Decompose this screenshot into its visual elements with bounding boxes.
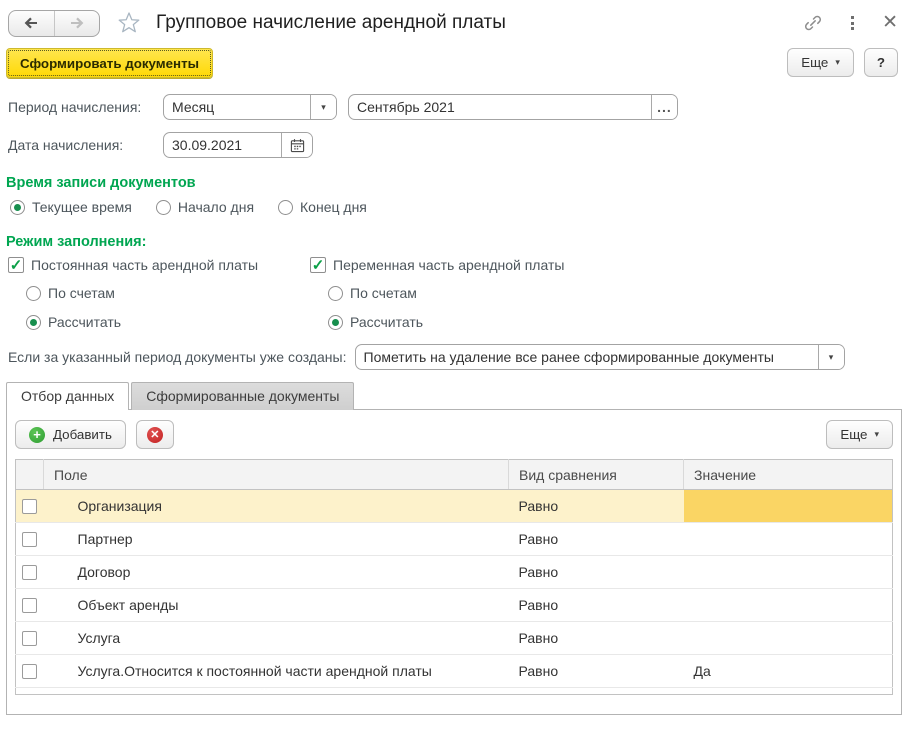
back-arrow-icon (23, 16, 39, 30)
more-button-top[interactable]: Еще ▾ (787, 48, 854, 77)
column-header-comparison: Вид сравнения (508, 459, 684, 490)
close-icon[interactable]: ✕ (882, 12, 898, 33)
link-icon[interactable] (803, 13, 823, 33)
existing-docs-combobox[interactable]: Пометить на удаление все ранее сформиров… (354, 344, 845, 370)
accrual-date-label: Дата начисления: (8, 137, 124, 153)
filter-toolbar: + Добавить ✕ Еще ▾ (7, 410, 901, 449)
command-bar: Сформировать документы Еще ▾ ? (0, 38, 908, 78)
table-row[interactable]: Договор Равно (15, 555, 893, 589)
checkbox-fixed-part[interactable] (8, 257, 24, 273)
table-row[interactable]: Объект аренды Равно (15, 588, 893, 622)
row-checkbox[interactable] (22, 499, 38, 515)
kebab-menu-icon[interactable] (847, 14, 858, 32)
period-row: Период начисления: Месяц ▾ Сентябрь 2021… (8, 94, 908, 120)
period-type-combobox[interactable]: Месяц ▾ (163, 94, 337, 120)
existing-docs-row: Если за указанный период документы уже с… (8, 344, 908, 370)
existing-docs-label: Если за указанный период документы уже с… (8, 349, 347, 365)
nav-history-group (8, 9, 100, 37)
chevron-down-icon: ▾ (828, 351, 834, 362)
column-header-value: Значение (683, 459, 893, 490)
value-cell-selected[interactable] (683, 489, 893, 523)
radio-variable-by-invoices[interactable] (328, 285, 343, 301)
variable-part-checkbox-row: Переменная часть арендной платы (310, 257, 564, 273)
radio-fixed-by-invoices[interactable] (26, 285, 41, 301)
help-button[interactable]: ? (863, 48, 898, 77)
back-button[interactable] (9, 11, 54, 36)
plus-icon: + (29, 426, 45, 443)
row-checkbox[interactable] (22, 631, 38, 647)
more-button-table[interactable]: Еще ▾ (826, 420, 893, 449)
favorite-star-icon[interactable] (116, 10, 142, 36)
table-footer-strip (15, 687, 893, 695)
table-header-row: Поле Вид сравнения Значение (15, 459, 893, 490)
fill-section-title: Режим заполнения: (6, 234, 147, 250)
row-checkbox[interactable] (22, 598, 38, 614)
radio-day-start[interactable] (155, 199, 171, 215)
page-title: Групповое начисление арендной платы (156, 12, 506, 33)
radio-variable-calculate[interactable] (328, 314, 343, 330)
generate-documents-button[interactable]: Сформировать документы (6, 48, 213, 78)
column-header-field: Поле (43, 459, 509, 490)
tab-data-filter[interactable]: Отбор данных (6, 382, 130, 410)
period-picker-button[interactable]: ... (651, 95, 677, 119)
tab-generated-documents[interactable]: Сформированные документы (131, 382, 355, 410)
variable-part-group: Переменная часть арендной платы По счета… (308, 257, 564, 330)
filter-panel: + Добавить ✕ Еще ▾ Поле Вид сравнения Зн… (6, 409, 902, 715)
checkbox-variable-part[interactable] (310, 257, 326, 273)
period-type-dropdown-button[interactable]: ▾ (310, 95, 336, 119)
fixed-calculate-row: Рассчитать (26, 314, 308, 330)
forward-arrow-icon (69, 16, 85, 30)
radio-fixed-calculate[interactable] (26, 314, 41, 330)
time-section-title: Время записи документов (6, 175, 196, 191)
variable-calculate-row: Рассчитать (328, 314, 564, 330)
table-row[interactable]: Партнер Равно (15, 522, 893, 556)
existing-docs-dropdown-button[interactable]: ▾ (817, 345, 844, 369)
calendar-button[interactable] (281, 133, 312, 157)
add-button[interactable]: + Добавить (15, 420, 126, 449)
fixed-part-group: Постоянная часть арендной платы По счета… (6, 257, 308, 330)
radio-day-end[interactable] (278, 199, 294, 215)
filter-table: Поле Вид сравнения Значение Организация … (15, 459, 893, 695)
chevron-down-icon: ▾ (835, 57, 840, 67)
table-row[interactable]: Организация Равно (15, 489, 893, 523)
accrual-date-row: Дата начисления: 30.09.2021 (8, 132, 908, 158)
column-header-checkbox (15, 459, 44, 490)
row-checkbox[interactable] (22, 532, 38, 548)
period-label: Период начисления: (8, 99, 142, 115)
table-row[interactable]: Услуга.Относится к постоянной части арен… (15, 654, 893, 688)
delete-cross-icon: ✕ (146, 426, 163, 443)
row-checkbox[interactable] (22, 565, 38, 581)
accrual-date-field[interactable]: 30.09.2021 (163, 132, 313, 158)
fixed-by-invoices-row: По счетам (26, 285, 308, 301)
window-header: Групповое начисление арендной платы ✕ (0, 0, 908, 38)
fixed-part-checkbox-row: Постоянная часть арендной платы (8, 257, 308, 273)
table-row[interactable]: Услуга Равно (15, 621, 893, 655)
calendar-icon (290, 138, 305, 153)
variable-by-invoices-row: По счетам (328, 285, 564, 301)
chevron-down-icon: ▾ (321, 101, 326, 112)
time-options-row: Текущее время Начало дня Конец дня (10, 199, 908, 215)
delete-button[interactable]: ✕ (135, 420, 174, 449)
radio-current-time[interactable] (10, 199, 25, 215)
forward-button[interactable] (53, 10, 100, 36)
period-value-field[interactable]: Сентябрь 2021 ... (348, 94, 678, 120)
tab-bar: Отбор данных Сформированные документы (6, 382, 908, 410)
row-checkbox[interactable] (22, 664, 38, 680)
chevron-down-icon: ▾ (874, 429, 879, 439)
